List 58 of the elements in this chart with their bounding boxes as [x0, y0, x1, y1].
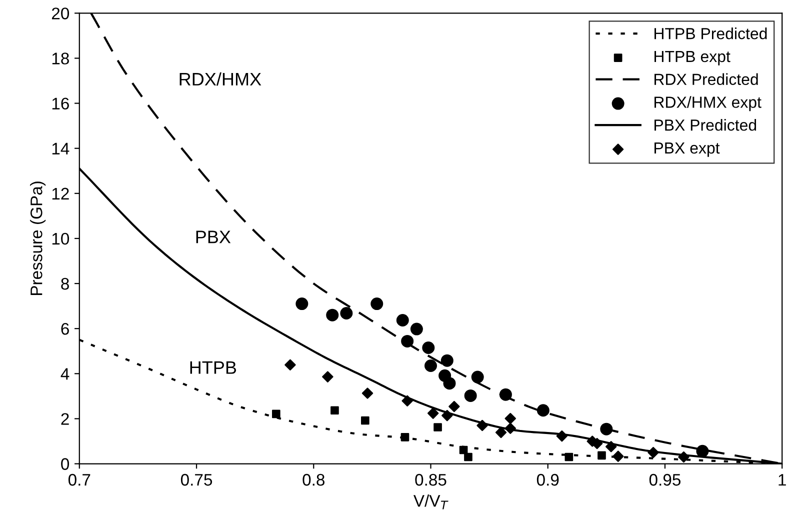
point — [362, 388, 374, 399]
point — [564, 452, 574, 462]
y-tick-label: 18 — [52, 52, 69, 64]
legend-label: RDX Predicted — [654, 73, 758, 86]
y-tick-label: 0 — [61, 458, 70, 470]
y-tick-label: 6 — [61, 322, 69, 335]
annotation: PBX — [196, 230, 231, 244]
point — [330, 406, 339, 415]
y-axis-title: Pressure (GPa) — [30, 182, 46, 295]
point — [448, 400, 460, 412]
y-tick-label: 14 — [52, 142, 70, 154]
y-tick-label: 12 — [52, 188, 69, 200]
x-tick-label: 0.85 — [415, 474, 446, 486]
y-tick-label: 4 — [60, 368, 70, 380]
point — [422, 341, 435, 354]
point — [370, 298, 384, 310]
y-tick-label: 8 — [61, 278, 69, 290]
annotation: HTPB — [190, 361, 236, 374]
legend-label: HTPB expt — [654, 51, 730, 66]
point — [443, 377, 456, 390]
legend-label: PBX Predicted — [654, 119, 756, 131]
x-tick-label: 0.95 — [649, 474, 680, 486]
point — [427, 408, 439, 419]
legend-label: RDX/HMX expt — [654, 96, 762, 112]
point — [326, 308, 339, 322]
y-tick-label: 20 — [52, 8, 70, 20]
y-tick-label: 10 — [52, 232, 70, 245]
x-tick-label: 0.9 — [536, 474, 559, 486]
x-tick-label: 0.75 — [180, 474, 212, 486]
point — [536, 404, 550, 417]
legend-label: PBX expt — [654, 142, 720, 157]
point — [400, 433, 410, 442]
point — [696, 444, 709, 458]
x-tick-label: 0.8 — [302, 474, 324, 486]
annotation: RDX/HMX — [180, 72, 262, 86]
y-tick-label: 2 — [61, 413, 69, 425]
point — [296, 298, 308, 310]
legend-label: HTPB Predicted — [654, 28, 767, 40]
point — [464, 389, 477, 402]
x-axis-title: V/V$_{T}$ — [413, 494, 448, 510]
point — [440, 354, 454, 367]
point — [284, 359, 296, 370]
point — [396, 314, 409, 326]
x-tick-label: 1 — [778, 474, 786, 486]
point — [495, 426, 507, 438]
y-tick-label: 16 — [52, 98, 69, 110]
point — [434, 423, 442, 432]
point — [272, 410, 280, 418]
point — [424, 360, 437, 372]
point — [464, 452, 472, 462]
x-tick-label: 0.7 — [68, 474, 90, 486]
point — [612, 450, 624, 462]
point — [340, 307, 353, 320]
point — [322, 371, 334, 382]
point — [410, 322, 423, 336]
point — [360, 416, 370, 425]
point — [504, 412, 516, 424]
point — [471, 370, 484, 384]
